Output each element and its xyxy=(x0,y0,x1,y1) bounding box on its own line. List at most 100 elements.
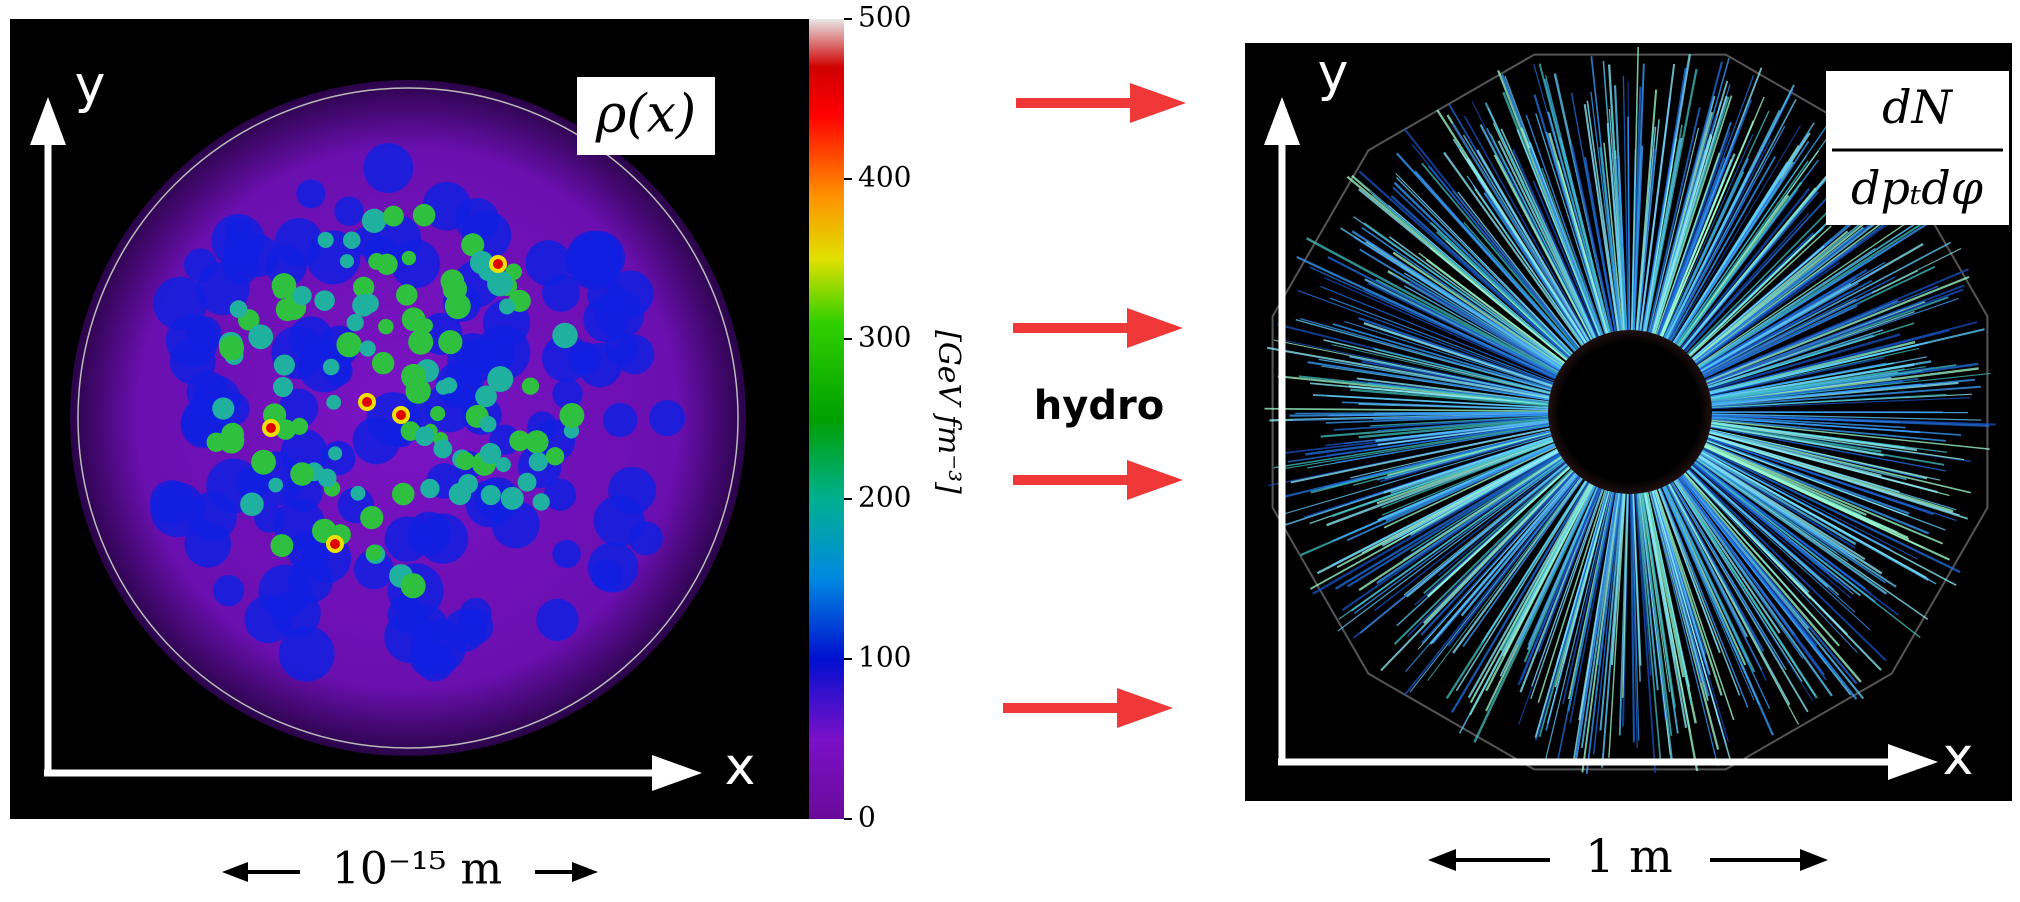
hotspot xyxy=(402,251,416,265)
hotspot xyxy=(509,430,530,451)
colorbar-tick-label: 0 xyxy=(858,801,876,834)
hotspot-halo xyxy=(603,403,637,437)
hotspot xyxy=(529,452,548,471)
colorbar-label: [GeV fm⁻³] xyxy=(931,330,966,494)
hotspot xyxy=(420,479,439,498)
hotspot xyxy=(274,354,295,375)
hotspot xyxy=(314,290,335,311)
hotspot-halo xyxy=(363,143,413,193)
hydro-label: hydro xyxy=(1034,383,1164,429)
hotspot-halo xyxy=(595,289,644,338)
hotspot xyxy=(248,324,273,349)
hotspot xyxy=(376,254,397,275)
hotspot xyxy=(481,485,501,505)
hotspot xyxy=(273,377,293,397)
detector-core xyxy=(1548,330,1712,494)
hotspot xyxy=(360,294,379,313)
hotspot-core xyxy=(396,410,406,420)
hotspot xyxy=(207,433,226,452)
hotspot xyxy=(501,487,524,510)
hotspot xyxy=(441,377,457,393)
hotspot xyxy=(292,286,311,305)
quantity: ρ(x) xyxy=(595,85,696,145)
hotspot xyxy=(366,545,382,561)
hotspot xyxy=(408,330,433,355)
hotspot xyxy=(219,335,244,360)
hotspot xyxy=(343,231,361,249)
hotspot xyxy=(433,439,452,458)
hotspot-halo xyxy=(186,316,221,351)
hotspot-halo xyxy=(411,619,466,674)
hotspot xyxy=(559,403,584,428)
hotspot xyxy=(438,330,462,354)
hotspot xyxy=(441,269,465,293)
y-label: y xyxy=(75,55,106,115)
colorbar-tick-label: 400 xyxy=(858,161,911,194)
hotspot-core xyxy=(266,423,276,433)
hotspot xyxy=(405,378,430,403)
quantity-denominator: dpₜdφ xyxy=(1851,161,1984,215)
hotspot xyxy=(212,397,234,419)
x-label: x xyxy=(1943,727,1974,787)
hotspot xyxy=(318,232,334,248)
hotspot xyxy=(402,307,426,331)
hotspot xyxy=(518,473,537,492)
hotspot xyxy=(251,450,276,475)
hotspot xyxy=(336,332,361,357)
hotspot xyxy=(268,478,283,493)
hotspot xyxy=(273,283,289,299)
colorbar-tick-label: 100 xyxy=(858,641,911,674)
hotspot xyxy=(413,204,436,227)
hotspot xyxy=(323,359,340,376)
hotspot xyxy=(240,492,264,516)
hotspot xyxy=(360,341,376,357)
hotspot xyxy=(430,406,445,421)
hotspot xyxy=(496,457,511,472)
hotspot xyxy=(383,206,404,227)
hotspot xyxy=(522,378,539,395)
hotspot-core xyxy=(493,259,503,269)
hotspot-core xyxy=(362,397,372,407)
hotspot-halo xyxy=(223,233,258,268)
hotspot-core xyxy=(330,539,340,549)
hotspot-halo xyxy=(552,540,580,568)
hotspot-halo xyxy=(481,337,515,371)
quantity-numerator: dN xyxy=(1882,80,1953,134)
hotspot-halo xyxy=(578,343,622,387)
hotspot-halo xyxy=(649,400,685,436)
hotspot-halo xyxy=(184,248,217,281)
hotspot xyxy=(326,395,341,410)
hotspot-halo xyxy=(353,417,400,464)
hotspot xyxy=(449,483,471,505)
x-label: x xyxy=(725,737,756,797)
hotspot xyxy=(456,452,474,470)
hotspot xyxy=(270,534,293,557)
left-scale-label: 10⁻¹⁵ m xyxy=(332,844,502,895)
hotspot-halo xyxy=(185,521,231,567)
hotspot xyxy=(340,254,354,268)
hotspot xyxy=(318,469,337,488)
hotspot xyxy=(362,209,386,233)
hotspot-halo xyxy=(391,239,440,288)
hotspot xyxy=(347,314,364,331)
colorbar-tick-label: 200 xyxy=(858,481,911,514)
hotspot xyxy=(360,506,383,529)
hotspot xyxy=(230,300,248,318)
hotspot xyxy=(415,426,435,446)
hotspot xyxy=(533,493,550,510)
hotspot xyxy=(372,352,394,374)
right-scale-label: 1 m xyxy=(1585,829,1673,883)
hotspot xyxy=(328,446,342,460)
hotspot xyxy=(401,573,426,598)
hotspot xyxy=(546,447,564,465)
colorbar-tick-label: 500 xyxy=(858,1,911,34)
hotspot-halo xyxy=(385,516,430,561)
hotspot-halo xyxy=(334,196,364,226)
hotspot-halo xyxy=(213,575,244,606)
hotspot xyxy=(351,486,366,501)
hotspot xyxy=(378,319,394,335)
hotspot xyxy=(552,323,577,348)
hotspot-halo xyxy=(289,316,333,360)
hotspot-halo xyxy=(536,599,578,641)
